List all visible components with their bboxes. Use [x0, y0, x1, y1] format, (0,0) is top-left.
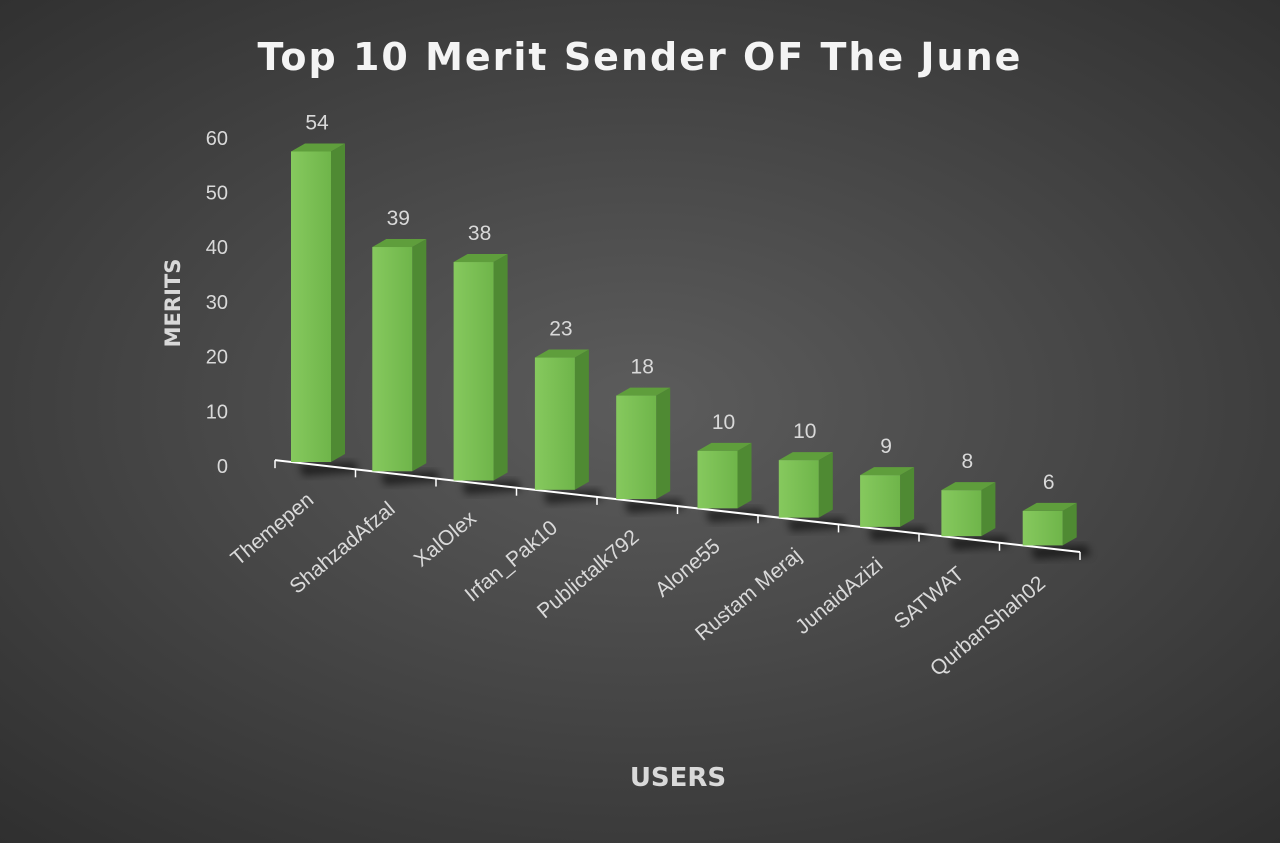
- data-label: 18: [631, 356, 654, 379]
- bar-side: [331, 143, 345, 462]
- x-axis-line: [274, 459, 1081, 553]
- data-label: 38: [468, 222, 491, 245]
- data-label: 23: [549, 318, 572, 341]
- data-label: 8: [962, 450, 974, 473]
- y-tick-label: 60: [206, 128, 228, 150]
- bar-side: [1062, 502, 1077, 546]
- bar-side: [656, 387, 671, 500]
- bar-top: [616, 387, 671, 396]
- y-tick-label: 40: [206, 237, 228, 259]
- bar: [372, 247, 413, 472]
- bar: [778, 460, 819, 518]
- bar: [453, 262, 494, 481]
- data-label: 6: [1043, 471, 1055, 494]
- x-tick-label: JunaidAzizi: [791, 553, 887, 639]
- bar-top: [941, 482, 996, 491]
- data-label: 10: [712, 411, 735, 434]
- bar-top: [860, 467, 915, 476]
- bar: [534, 357, 575, 490]
- bar-top: [1022, 502, 1077, 511]
- chart-title: Top 10 Merit Sender OF The June: [258, 35, 1023, 79]
- bar: [860, 475, 901, 527]
- y-tick-label: 30: [206, 292, 228, 314]
- x-tick-label: Alone55: [651, 535, 725, 602]
- y-tick-label: 50: [206, 183, 228, 205]
- y-tick-label: 0: [217, 456, 228, 478]
- bar: [291, 151, 331, 462]
- bar: [616, 395, 657, 500]
- bar-side: [900, 467, 915, 527]
- data-label: 39: [387, 207, 410, 230]
- bar-side: [574, 349, 589, 490]
- bar: [697, 450, 738, 509]
- x-tick-label: XalOlex: [410, 506, 481, 571]
- bar-side: [981, 482, 996, 537]
- bar-side: [737, 442, 752, 509]
- data-label: 10: [793, 420, 816, 443]
- bar-side: [412, 239, 427, 472]
- bar-side: [493, 254, 508, 481]
- bar-side: [818, 452, 833, 518]
- x-axis-title: USERS: [630, 763, 726, 793]
- y-tick-label: 10: [206, 401, 228, 423]
- x-tick-label: SATWAT: [890, 562, 969, 633]
- bar-top: [372, 239, 427, 248]
- bar-top: [291, 143, 345, 152]
- bar: [941, 490, 982, 537]
- y-tick-label: 20: [206, 347, 228, 369]
- bar-top: [534, 349, 589, 358]
- x-tick-label: Themepen: [227, 488, 319, 570]
- bar-top: [778, 452, 833, 461]
- bar-top: [453, 254, 508, 263]
- data-label: 54: [305, 112, 329, 135]
- bar: [1022, 510, 1063, 546]
- bar-top: [697, 442, 752, 451]
- y-axis-title: MERITS: [161, 259, 185, 348]
- data-label: 9: [880, 435, 892, 458]
